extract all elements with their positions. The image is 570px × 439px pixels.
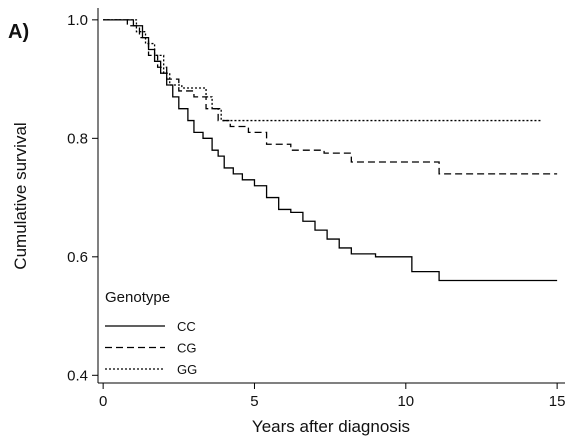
y-tick-label: 0.4	[67, 367, 88, 384]
y-axis-label: Cumulative survival	[11, 122, 30, 269]
x-tick-label: 0	[99, 393, 107, 410]
panel-label: A)	[8, 21, 29, 43]
legend-title: Genotype	[105, 289, 170, 306]
x-tick-label: 5	[250, 393, 258, 410]
y-tick-label: 0.6	[67, 249, 88, 266]
x-tick-label: 10	[397, 393, 414, 410]
legend-label: CG	[177, 341, 197, 356]
x-axis-label: Years after diagnosis	[252, 417, 410, 436]
survival-line	[103, 19, 558, 282]
legend-label: GG	[177, 362, 197, 377]
survival-line	[103, 19, 558, 175]
survival-line	[103, 19, 542, 122]
y-tick-label: 0.8	[67, 130, 88, 147]
x-tick-label: 15	[549, 393, 566, 410]
legend-label: CC	[177, 319, 196, 334]
y-tick-label: 1.0	[67, 12, 88, 29]
